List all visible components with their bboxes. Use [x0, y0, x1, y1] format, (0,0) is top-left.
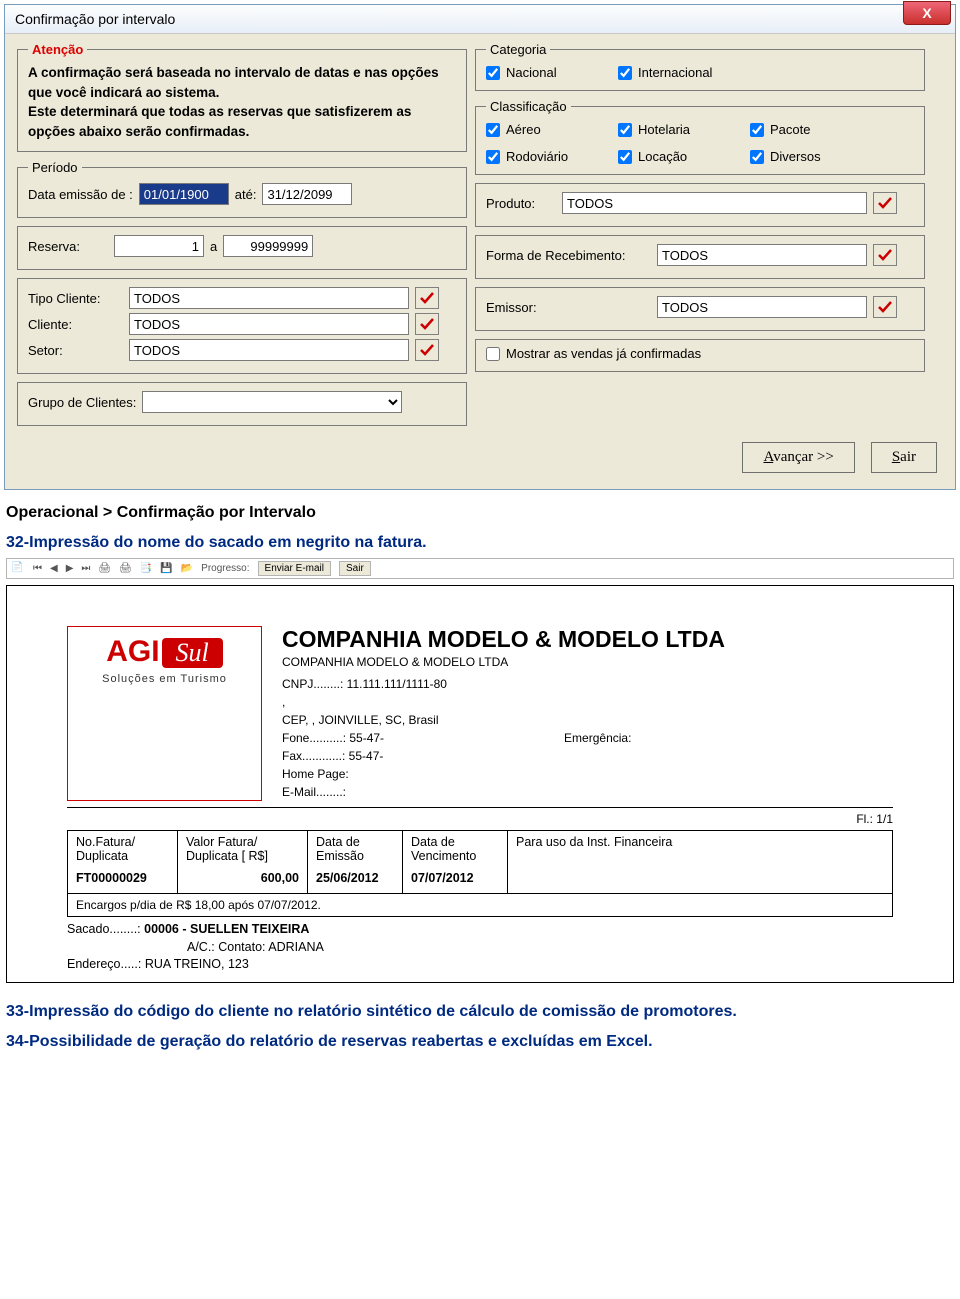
td-venc: 07/07/2012: [403, 867, 508, 894]
toolbar-sair-button[interactable]: Sair: [339, 561, 371, 576]
company-name: COMPANHIA MODELO & MODELO LTDA: [282, 626, 893, 653]
th-venc: Data deVencimento: [403, 831, 508, 868]
produto-fieldset: Produto:: [475, 183, 925, 227]
cliente-label: Cliente:: [28, 317, 123, 332]
changelog-item-34: 34-Possibilidade de geração do relatório…: [6, 1033, 954, 1051]
cb-locacao[interactable]: Locação: [618, 149, 738, 164]
open-icon[interactable]: 📂: [181, 563, 193, 574]
reserva-ate-input[interactable]: [223, 235, 313, 257]
tipo-cliente-label: Tipo Cliente:: [28, 291, 123, 306]
report-toolbar: 📄 ⏮ ◀ ▶ ⏭ 🖨 🖨 📑 💾 📂 Progresso: Enviar E-…: [6, 558, 954, 579]
periodo-ate-input[interactable]: [262, 183, 352, 205]
cb-diversos[interactable]: Diversos: [750, 149, 870, 164]
encargos: Encargos p/dia de R$ 18,00 após 07/07/20…: [68, 894, 893, 917]
periodo-legend: Período: [28, 160, 82, 175]
setor-pick-button[interactable]: [415, 339, 439, 361]
emissor-fieldset: Emissor:: [475, 287, 925, 331]
td-nofatura: FT00000029: [68, 867, 178, 894]
periodo-fieldset: Período Data emissão de : até:: [17, 160, 467, 218]
page-indicator: Fl.: 1/1: [67, 808, 893, 830]
produto-pick-button[interactable]: [873, 192, 897, 214]
enviar-email-button[interactable]: Enviar E-mail: [258, 561, 331, 576]
periodo-label: Data emissão de :: [28, 187, 133, 202]
changelog-item-33: 33-Impressão do código do cliente no rel…: [6, 1003, 954, 1021]
atencao-fieldset: Atenção A confirmação será baseada no in…: [17, 42, 467, 152]
periodo-ate-label: até:: [235, 187, 257, 202]
grupo-select[interactable]: [142, 391, 402, 413]
sair-button[interactable]: Sair: [871, 442, 937, 473]
company-info: COMPANHIA MODELO & MODELO LTDA COMPANHIA…: [282, 626, 893, 801]
cliente-fieldset: Tipo Cliente: Cliente: Setor:: [17, 278, 467, 374]
atencao-text: A confirmação será baseada no intervalo …: [28, 63, 456, 141]
cliente-pick-button[interactable]: [415, 313, 439, 335]
invoice-table: No.Fatura/Duplicata Valor Fatura/Duplica…: [67, 830, 893, 917]
reserva-label: Reserva:: [28, 239, 108, 254]
nav-first-icon[interactable]: ⏮: [33, 563, 42, 574]
cb-rodoviario[interactable]: Rodoviário: [486, 149, 606, 164]
print-icon[interactable]: 🖨: [98, 563, 111, 574]
cb-pacote[interactable]: Pacote: [750, 122, 870, 137]
categoria-fieldset: Categoria Nacional Internacional: [475, 42, 925, 91]
produto-label: Produto:: [486, 196, 556, 211]
forma-pick-button[interactable]: [873, 244, 897, 266]
mostrar-fieldset: Mostrar as vendas já confirmadas: [475, 339, 925, 372]
sacado-block: Sacado........: 00006 - SUELLEN TEIXEIRA…: [67, 917, 893, 974]
classif-legend: Classificação: [486, 99, 571, 114]
nav-next-icon[interactable]: ▶: [66, 563, 74, 574]
save-icon[interactable]: 💾: [160, 563, 172, 574]
td-valor: 600,00: [178, 867, 308, 894]
emissor-input[interactable]: [657, 296, 867, 318]
emissor-pick-button[interactable]: [873, 296, 897, 318]
atencao-legend: Atenção: [28, 42, 87, 57]
tool-icon[interactable]: 📄: [11, 562, 25, 576]
dialog-confirmacao: Confirmação por intervalo X Atenção A co…: [4, 4, 956, 490]
setor-label: Setor:: [28, 343, 123, 358]
classif-fieldset: Classificação Aéreo Hotelaria Pacote Rod…: [475, 99, 925, 175]
setor-input[interactable]: [129, 339, 409, 361]
nav-last-icon[interactable]: ⏭: [81, 563, 90, 574]
grupo-fieldset: Grupo de Clientes:: [17, 382, 467, 426]
changelog-item-32: 32-Impressão do nome do sacado em negrit…: [6, 534, 954, 552]
th-inst: Para uso da Inst. Financeira: [508, 831, 893, 868]
td-emissao: 25/06/2012: [308, 867, 403, 894]
produto-input[interactable]: [562, 192, 867, 214]
cb-nacional[interactable]: Nacional: [486, 65, 606, 80]
dialog-title-bar: Confirmação por intervalo X: [5, 5, 955, 34]
tipo-cliente-pick-button[interactable]: [415, 287, 439, 309]
th-valor: Valor Fatura/Duplicata [ R$]: [178, 831, 308, 868]
th-nofatura: No.Fatura/Duplicata: [68, 831, 178, 868]
reserva-sep: a: [210, 239, 217, 254]
export-icon[interactable]: 📑: [140, 563, 152, 574]
tipo-cliente-input[interactable]: [129, 287, 409, 309]
invoice-page: AGISul Soluções em Turismo COMPANHIA MOD…: [6, 585, 954, 983]
categoria-legend: Categoria: [486, 42, 550, 57]
th-emissao: Data deEmissão: [308, 831, 403, 868]
forma-input[interactable]: [657, 244, 867, 266]
forma-label: Forma de Recebimento:: [486, 248, 651, 263]
emissor-label: Emissor:: [486, 300, 651, 315]
grupo-label: Grupo de Clientes:: [28, 395, 136, 410]
close-button[interactable]: X: [903, 1, 951, 25]
periodo-de-input[interactable]: [139, 183, 229, 205]
company-logo: AGISul Soluções em Turismo: [67, 626, 262, 801]
nav-prev-icon[interactable]: ◀: [50, 563, 58, 574]
avancar-button[interactable]: Avançar >>: [742, 442, 854, 473]
reserva-de-input[interactable]: [114, 235, 204, 257]
cb-aereo[interactable]: Aéreo: [486, 122, 606, 137]
printer-icon[interactable]: 🖨: [119, 563, 132, 574]
progresso-label: Progresso:: [201, 563, 249, 574]
cliente-input[interactable]: [129, 313, 409, 335]
dialog-title: Confirmação por intervalo: [15, 11, 175, 27]
cb-internacional[interactable]: Internacional: [618, 65, 738, 80]
forma-fieldset: Forma de Recebimento:: [475, 235, 925, 279]
reserva-fieldset: Reserva: a: [17, 226, 467, 270]
cb-hotelaria[interactable]: Hotelaria: [618, 122, 738, 137]
breadcrumb: Operacional > Confirmação por Intervalo: [6, 504, 954, 522]
cb-mostrar-vendas[interactable]: Mostrar as vendas já confirmadas: [486, 346, 914, 361]
